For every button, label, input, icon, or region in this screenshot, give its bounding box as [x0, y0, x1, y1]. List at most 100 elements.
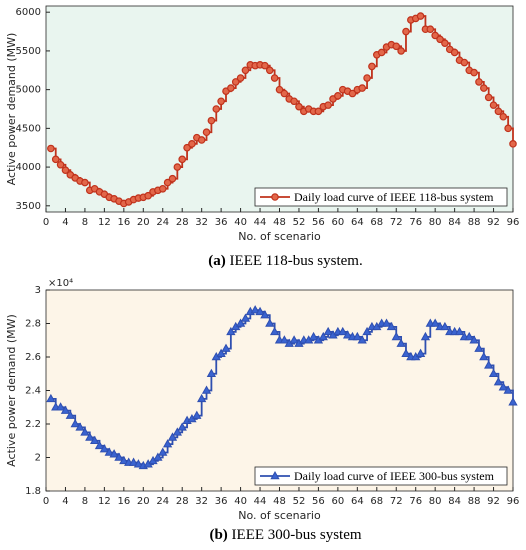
marker [217, 97, 225, 106]
marker [416, 12, 425, 20]
legend-label: Daily load curve of IEEE 118-bus system [294, 190, 494, 204]
caption-text: IEEE 300-bus system [232, 527, 362, 543]
y-axis-label: Active power demand (MW) [5, 33, 18, 186]
marker [55, 402, 66, 411]
marker [289, 335, 299, 344]
marker [363, 74, 371, 82]
marker [265, 66, 274, 75]
marker [420, 331, 431, 341]
plot-border [45, 5, 514, 213]
marker [270, 74, 279, 82]
marker [494, 107, 503, 116]
marker [183, 143, 191, 152]
marker [275, 85, 284, 94]
marker [201, 385, 212, 394]
marker [207, 116, 216, 125]
caption-label: (a) [208, 253, 226, 269]
marker [470, 68, 478, 77]
marker [474, 343, 484, 352]
marker [308, 331, 319, 341]
marker [415, 348, 426, 357]
marker [158, 447, 168, 456]
marker [362, 326, 372, 336]
marker [153, 452, 163, 461]
y-scale-label: ×10⁴ [48, 278, 73, 289]
marker [162, 439, 173, 448]
x-tick-label: 24 [156, 496, 169, 507]
marker [488, 368, 499, 378]
marker [168, 174, 177, 183]
marker [475, 78, 483, 86]
x-tick-label: 68 [370, 496, 383, 507]
x-tick-label: 68 [370, 217, 383, 228]
x-tick-label: 88 [468, 496, 481, 507]
marker [178, 155, 187, 164]
x-tick-label: 4 [62, 217, 68, 228]
marker [324, 101, 332, 109]
x-tick-label: 16 [117, 217, 130, 228]
marker [436, 35, 444, 44]
marker [75, 422, 85, 431]
x-tick-label: 44 [254, 496, 267, 507]
x-tick-label: 44 [254, 217, 267, 228]
caption-label: (b) [209, 527, 227, 543]
marker [392, 42, 401, 51]
marker [469, 335, 479, 344]
x-tick-label: 32 [195, 496, 208, 507]
marker [240, 313, 251, 322]
marker [352, 331, 362, 341]
x-tick-label: 32 [195, 217, 208, 228]
x-tick-label: 88 [468, 217, 481, 228]
x-tick-label: 76 [409, 496, 422, 507]
marker [279, 335, 290, 344]
caption: (b) IEEE 300-bus system [209, 527, 361, 543]
marker [265, 318, 275, 327]
marker [70, 418, 80, 428]
marker [260, 310, 270, 319]
marker [290, 97, 298, 106]
marker [250, 305, 260, 314]
legend-box [254, 466, 508, 486]
series [46, 305, 518, 470]
x-tick-label: 20 [137, 496, 150, 507]
marker [397, 47, 405, 55]
x-tick-label: 84 [448, 496, 461, 507]
marker [381, 318, 392, 327]
marker [391, 331, 401, 341]
x-tick-label: 52 [293, 496, 306, 507]
marker [51, 155, 60, 164]
x-axis-label: No. of scenario [238, 230, 321, 243]
marker [318, 331, 328, 341]
x-tick-label: 8 [82, 217, 88, 228]
marker [368, 62, 376, 71]
marker [119, 455, 129, 465]
x-tick-label: 64 [351, 496, 364, 507]
y-tick-label: 5000 [16, 85, 41, 96]
marker [489, 101, 498, 109]
marker [158, 184, 167, 193]
y-tick-label: 5500 [16, 46, 41, 57]
marker [197, 136, 206, 144]
x-tick-label: 72 [390, 217, 403, 228]
marker [177, 422, 187, 431]
caption-text: IEEE 118-bus system. [230, 253, 363, 269]
marker [104, 447, 114, 456]
marker [508, 397, 518, 406]
marker [172, 427, 182, 436]
marker [386, 321, 397, 331]
x-tick-label: 12 [98, 217, 111, 228]
marker [212, 105, 221, 113]
marker [450, 48, 459, 57]
x-tick-label: 24 [156, 217, 169, 228]
y-tick-label: 2.6 [25, 352, 41, 363]
marker [202, 128, 211, 137]
marker [99, 444, 110, 453]
x-tick-label: 52 [293, 217, 306, 228]
marker [377, 48, 386, 57]
x-tick-label: 80 [429, 496, 442, 507]
marker [109, 449, 119, 458]
marker [493, 377, 504, 386]
x-tick-label: 36 [215, 217, 228, 228]
y-tick-label: 2.8 [25, 319, 41, 330]
y-tick-label: 3 [35, 285, 41, 296]
